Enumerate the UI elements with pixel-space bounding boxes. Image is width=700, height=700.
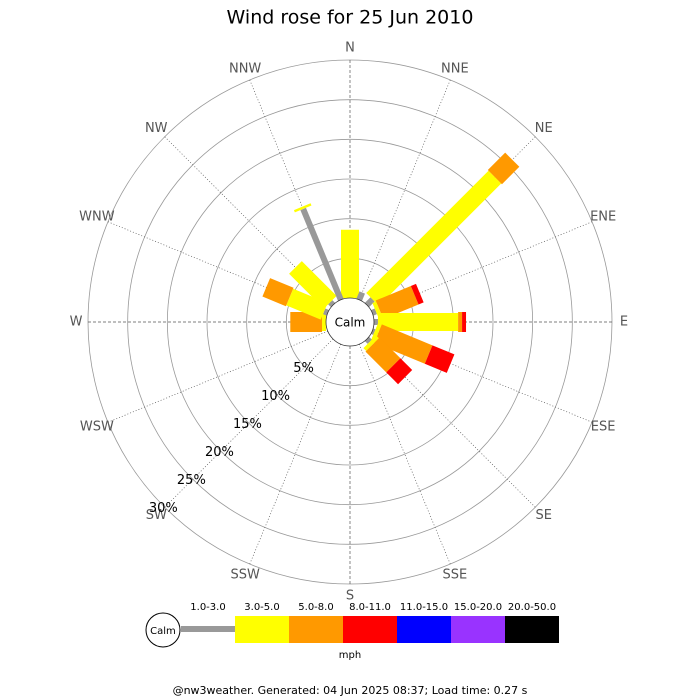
legend-label: 5.0-8.0 — [298, 602, 333, 613]
bar-segment — [487, 152, 520, 185]
legend-label: 3.0-5.0 — [244, 602, 279, 613]
spoke — [107, 330, 328, 423]
bar-segment — [293, 203, 312, 213]
spoke — [164, 338, 334, 508]
direction-label: NW — [145, 121, 168, 136]
direction-label: SSE — [442, 568, 467, 583]
bar-segment — [424, 345, 455, 373]
spoke — [249, 344, 342, 565]
legend-label: 8.0-11.0 — [349, 602, 391, 613]
direction-label: S — [346, 589, 354, 604]
r-tick-label: 5% — [293, 361, 314, 376]
footer: @nw3weather. Generated: 04 Jun 2025 08:3… — [173, 684, 528, 697]
r-tick-label: 10% — [261, 389, 290, 404]
bar-segment — [366, 170, 502, 306]
bar-segment — [370, 323, 382, 342]
calm-label: Calm — [335, 316, 366, 330]
legend-label: 1.0-3.0 — [190, 602, 225, 613]
r-tick-label: 15% — [233, 417, 262, 432]
direction-label: ESE — [591, 419, 616, 434]
direction-label: NNW — [229, 61, 261, 76]
direction-label: W — [70, 315, 83, 330]
bar-segment — [328, 300, 336, 308]
legend-label: 15.0-20.0 — [454, 602, 502, 613]
bar-segment — [386, 358, 413, 385]
grid-ring — [127, 99, 573, 545]
direction-label: SW — [146, 508, 167, 523]
bar-segment — [286, 288, 328, 320]
direction-label: SE — [536, 508, 552, 523]
grid-ring — [166, 138, 534, 506]
bar-segment — [323, 308, 329, 316]
legend-swatch — [397, 616, 451, 643]
legend-unit: mph — [339, 650, 361, 661]
bar-segment — [364, 297, 375, 308]
bar-segment — [289, 261, 337, 309]
legend-swatch — [505, 616, 559, 643]
direction-label: WSW — [80, 419, 114, 434]
bar-segment — [371, 308, 377, 316]
spoke — [358, 79, 451, 300]
direction-label: NE — [535, 121, 553, 136]
bar-segment — [356, 291, 365, 301]
bar-segment — [262, 278, 294, 307]
bar-segment — [363, 335, 379, 351]
legend-calm-label: Calm — [150, 626, 176, 637]
legend-swatch — [289, 616, 343, 643]
direction-label: WNW — [79, 210, 115, 225]
bar-segment — [410, 283, 424, 305]
bar-segment — [365, 337, 401, 373]
legend-label: 11.0-15.0 — [400, 602, 448, 613]
r-tick-label: 20% — [205, 445, 234, 460]
legend-calm — [145, 612, 181, 648]
bar-segment — [375, 285, 419, 320]
bar-segment — [300, 207, 344, 301]
direction-label: SSW — [230, 568, 260, 583]
legend-swatch — [235, 616, 289, 643]
direction-label: ENE — [590, 210, 616, 225]
direction-label: E — [620, 315, 628, 330]
grid-ring — [206, 178, 494, 466]
direction-label: N — [345, 41, 355, 56]
bar-segment — [364, 336, 372, 344]
r-tick-label: 30% — [149, 501, 178, 516]
spoke — [358, 344, 451, 565]
calm-circle — [325, 297, 375, 347]
legend-label: 20.0-50.0 — [508, 602, 556, 613]
r-tick-label: 25% — [177, 473, 206, 488]
bar-segment — [374, 324, 433, 364]
legend-swatch — [343, 616, 397, 643]
direction-label: NNE — [441, 61, 469, 76]
chart-title: Wind rose for 25 Jun 2010 — [227, 7, 474, 29]
bar-segment — [372, 301, 383, 320]
legend-swatch — [451, 616, 505, 643]
